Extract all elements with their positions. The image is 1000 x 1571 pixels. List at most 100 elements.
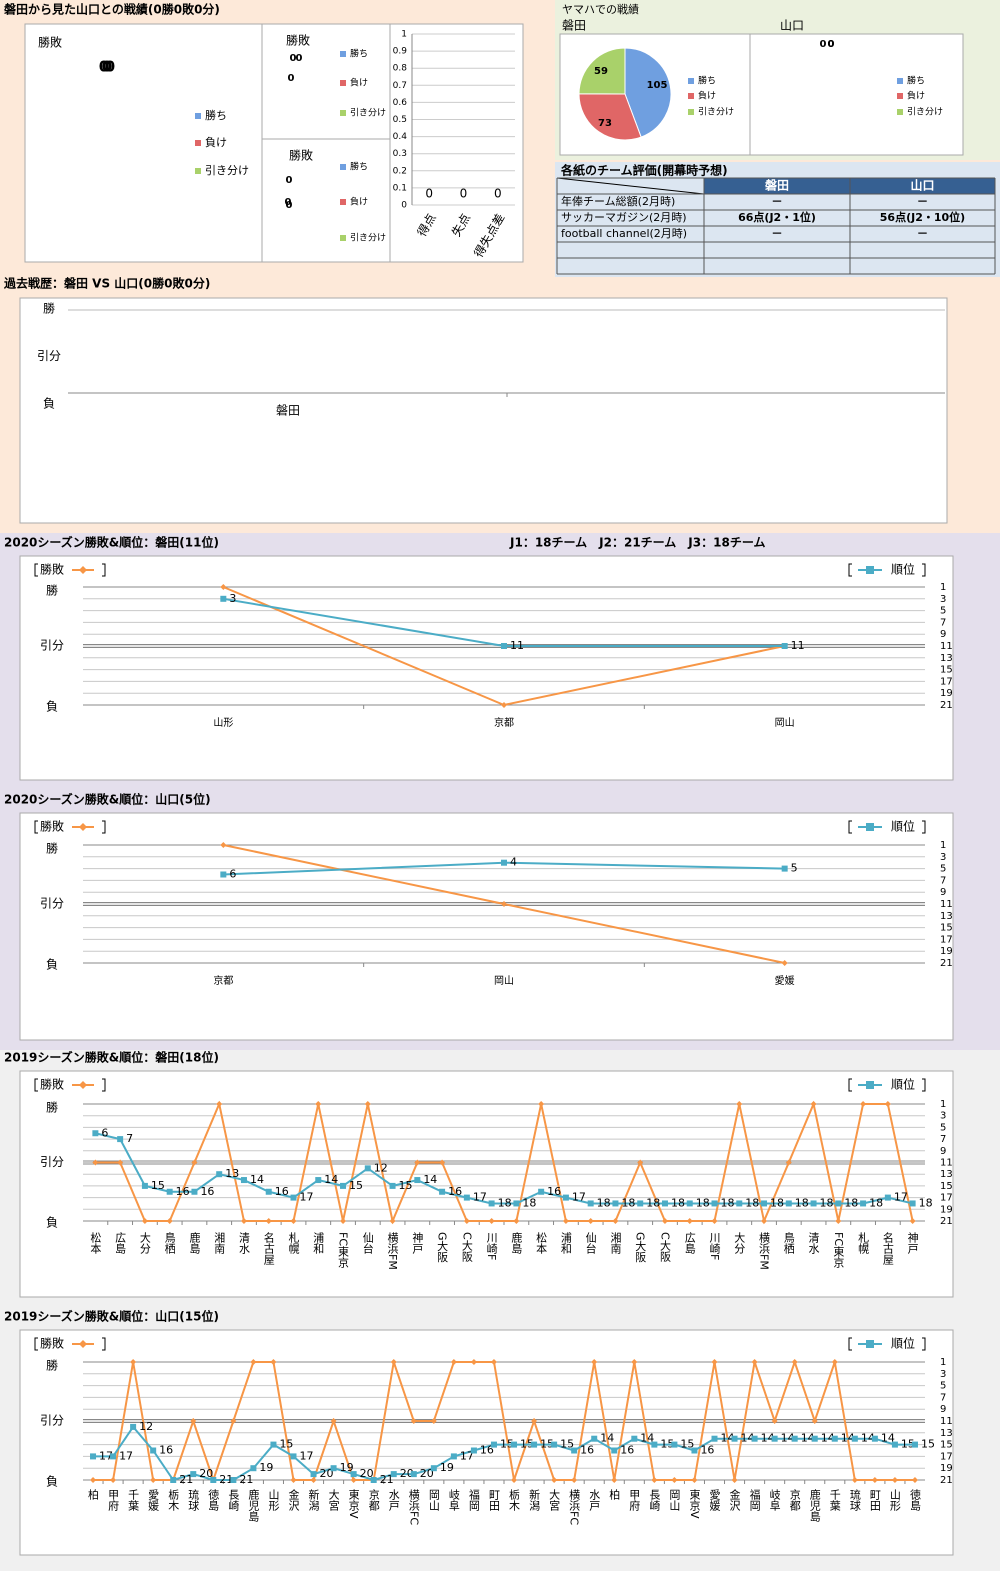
marker bbox=[220, 595, 227, 602]
legend-bracket bbox=[102, 820, 106, 834]
data-label: 7 bbox=[126, 1132, 133, 1145]
data-label: 14 bbox=[841, 1432, 855, 1445]
x-tick-label: 山形 bbox=[267, 1489, 280, 1512]
x-tick-label: 清水 bbox=[807, 1232, 820, 1254]
marker bbox=[463, 1194, 470, 1201]
marker bbox=[860, 1101, 867, 1107]
x-tick-label: 愛媛 bbox=[708, 1489, 721, 1512]
y2-tick-label: 11 bbox=[940, 641, 953, 652]
legend-swatch bbox=[340, 110, 346, 116]
cell: － bbox=[772, 227, 783, 240]
data-label: 17 bbox=[572, 1191, 586, 1204]
x-tick-label: 磐田 bbox=[276, 404, 300, 418]
data-label: 14 bbox=[801, 1432, 815, 1445]
marker bbox=[414, 1177, 421, 1184]
y-tick-label: 勝 bbox=[46, 583, 58, 598]
marker bbox=[290, 1218, 297, 1224]
y2-tick-label: 21 bbox=[940, 1216, 953, 1227]
marker bbox=[250, 1465, 257, 1472]
marker bbox=[117, 1136, 124, 1143]
data-label: 18 bbox=[621, 1196, 635, 1209]
marker bbox=[130, 1423, 137, 1430]
marker bbox=[270, 1441, 277, 1448]
y2-tick-label: 9 bbox=[940, 629, 946, 640]
y2-tick-label: 13 bbox=[940, 653, 953, 664]
marker bbox=[488, 1218, 495, 1224]
pie-slice bbox=[624, 47, 672, 138]
legend-label: 順位 bbox=[891, 562, 915, 577]
marker bbox=[860, 1200, 867, 1207]
series-line bbox=[93, 1425, 915, 1482]
legend-label: 負け bbox=[205, 136, 227, 149]
legend-swatch bbox=[340, 199, 346, 205]
legend-label: 負け bbox=[350, 196, 368, 208]
row-label: サッカーマガジン(2月時) bbox=[561, 211, 687, 224]
x-tick-label: 大分 bbox=[138, 1231, 151, 1254]
x-tick-label: 松本 bbox=[535, 1231, 548, 1255]
data-label: 0 bbox=[102, 58, 112, 76]
marker bbox=[587, 1200, 594, 1207]
cell: 56点(J2・10位) bbox=[880, 210, 965, 224]
marker bbox=[150, 1447, 157, 1454]
x-tick-label: 京都 bbox=[494, 716, 514, 729]
marker bbox=[781, 643, 788, 649]
x-tick-label: 琉球 bbox=[848, 1488, 861, 1511]
legend-bracket bbox=[102, 563, 106, 577]
x-tick-label: 岡山 bbox=[775, 717, 795, 729]
marker bbox=[571, 1447, 578, 1454]
chart-title: 磐田 bbox=[562, 19, 586, 33]
data-label: 17 bbox=[460, 1449, 474, 1462]
y2-tick-label: 5 bbox=[940, 1381, 946, 1392]
x-tick-label: 大宮 bbox=[548, 1488, 561, 1512]
x-tick-label: 鹿児島 bbox=[247, 1488, 260, 1523]
marker bbox=[216, 1101, 223, 1107]
marker bbox=[230, 1418, 237, 1424]
marker bbox=[470, 1359, 477, 1365]
marker bbox=[711, 1359, 718, 1365]
data-label: 15 bbox=[279, 1438, 293, 1451]
legend-swatch bbox=[897, 109, 903, 115]
marker bbox=[791, 1359, 798, 1365]
legend-label: 勝ち bbox=[350, 161, 368, 173]
y2-tick-label: 17 bbox=[940, 934, 953, 945]
x-tick-label: 大分 bbox=[733, 1231, 746, 1254]
marker bbox=[871, 1435, 878, 1442]
y-tick-label: 負 bbox=[46, 1475, 58, 1489]
marker bbox=[591, 1359, 598, 1365]
season-note: J1：18チーム J2：21チーム J3：18チーム bbox=[509, 536, 765, 550]
data-label: 15 bbox=[921, 1438, 935, 1451]
legend-label: 引き分け bbox=[205, 163, 249, 177]
data-label: 17 bbox=[300, 1449, 314, 1462]
series-line bbox=[93, 1358, 915, 1484]
marker bbox=[781, 865, 788, 872]
x-tick-label: G大阪 bbox=[436, 1232, 449, 1263]
column-header: 山口 bbox=[910, 178, 934, 193]
marker bbox=[240, 1218, 247, 1224]
x-tick-label: 甲府 bbox=[107, 1489, 120, 1512]
y2-tick-label: 15 bbox=[940, 665, 953, 676]
y2-tick-label: 7 bbox=[940, 875, 946, 886]
legend-bracket bbox=[848, 820, 852, 834]
data-label: 18 bbox=[597, 1196, 611, 1209]
y2-tick-label: 9 bbox=[940, 1146, 946, 1157]
marker bbox=[501, 901, 507, 907]
data-label: 17 bbox=[473, 1191, 487, 1204]
x-tick-label: 札幌 bbox=[287, 1232, 300, 1255]
x-tick-label: 鹿島 bbox=[510, 1231, 523, 1255]
data-label: 14 bbox=[881, 1432, 895, 1445]
data-label: 18 bbox=[696, 1196, 710, 1209]
y2-tick-label: 1 bbox=[940, 582, 946, 593]
marker bbox=[612, 1200, 619, 1207]
panel bbox=[19, 555, 954, 781]
series-line bbox=[95, 1100, 914, 1225]
marker bbox=[911, 1477, 918, 1483]
x-tick-label: 新潟 bbox=[528, 1488, 541, 1512]
marker bbox=[210, 1477, 217, 1483]
marker bbox=[562, 1194, 569, 1201]
y-tick-label: 0.7 bbox=[393, 81, 407, 91]
marker bbox=[691, 1447, 698, 1454]
data-label: 0 bbox=[425, 187, 433, 201]
row-label: 年俸チーム総額(2月時) bbox=[561, 194, 675, 208]
y2-tick-label: 3 bbox=[940, 1369, 946, 1380]
legend-label: 勝敗 bbox=[40, 1336, 64, 1351]
